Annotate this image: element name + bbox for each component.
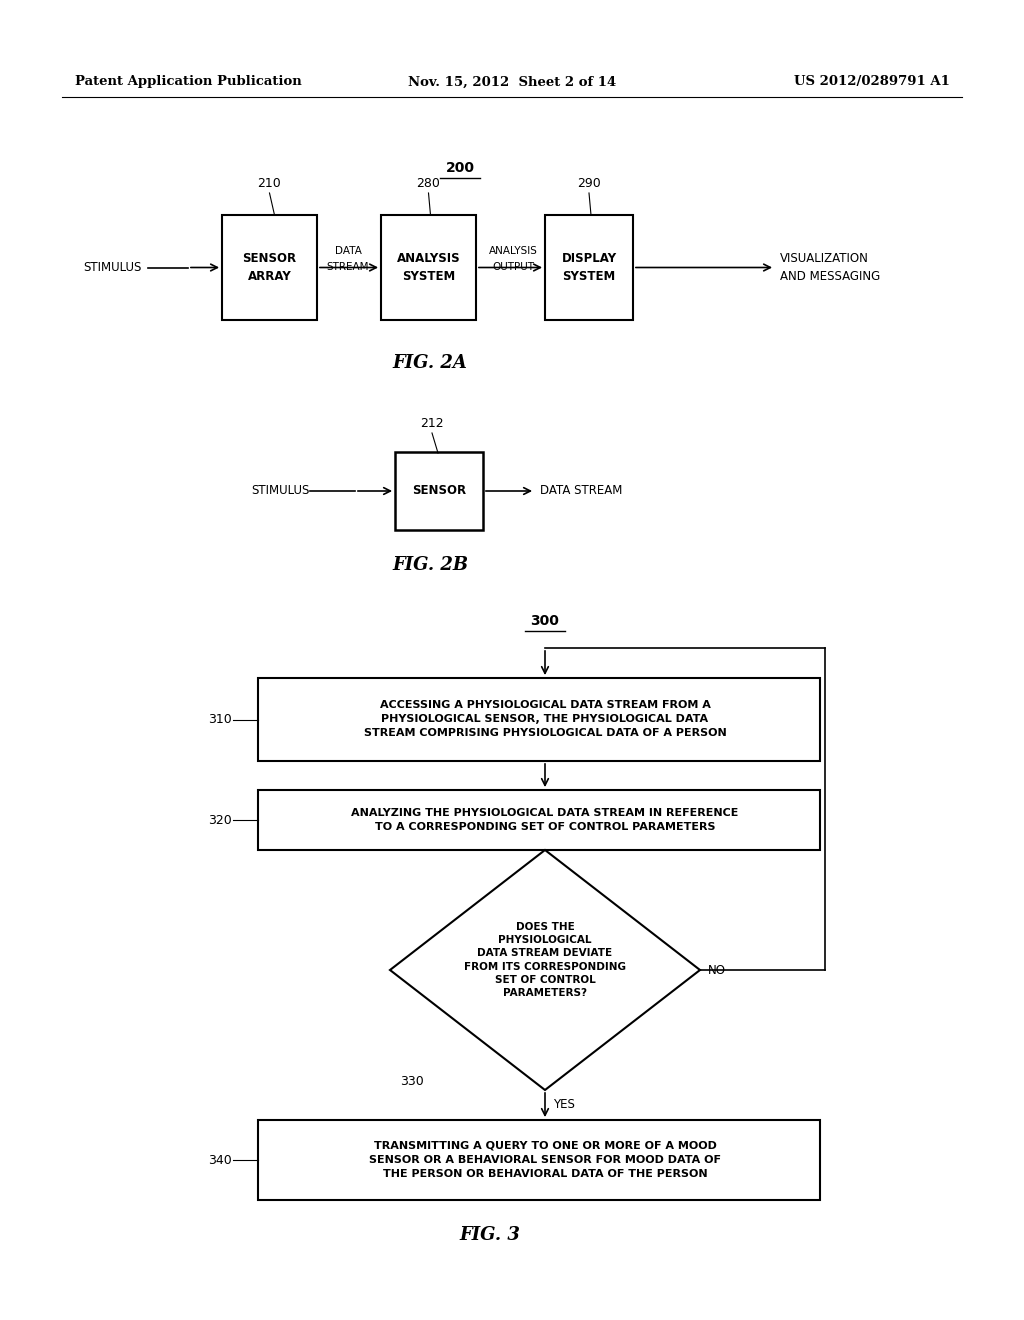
Text: YES: YES: [553, 1098, 574, 1111]
Text: ANALYZING THE PHYSIOLOGICAL DATA STREAM IN REFERENCE
TO A CORRESPONDING SET OF C: ANALYZING THE PHYSIOLOGICAL DATA STREAM …: [351, 808, 738, 832]
FancyBboxPatch shape: [258, 678, 820, 762]
FancyBboxPatch shape: [381, 215, 476, 319]
Text: DATA STREAM: DATA STREAM: [540, 484, 623, 498]
Text: STIMULUS: STIMULUS: [252, 484, 310, 498]
FancyBboxPatch shape: [395, 451, 483, 531]
Text: ANALYSIS
SYSTEM: ANALYSIS SYSTEM: [396, 252, 461, 282]
FancyBboxPatch shape: [545, 215, 633, 319]
FancyBboxPatch shape: [258, 1119, 820, 1200]
Text: SENSOR: SENSOR: [412, 484, 466, 498]
Text: US 2012/0289791 A1: US 2012/0289791 A1: [795, 75, 950, 88]
Text: TRANSMITTING A QUERY TO ONE OR MORE OF A MOOD
SENSOR OR A BEHAVIORAL SENSOR FOR : TRANSMITTING A QUERY TO ONE OR MORE OF A…: [369, 1140, 721, 1179]
Text: ACCESSING A PHYSIOLOGICAL DATA STREAM FROM A
PHYSIOLOGICAL SENSOR, THE PHYSIOLOG: ACCESSING A PHYSIOLOGICAL DATA STREAM FR…: [364, 701, 726, 738]
Text: 212: 212: [420, 417, 443, 430]
Text: DISPLAY
SYSTEM: DISPLAY SYSTEM: [561, 252, 616, 282]
Text: 280: 280: [417, 177, 440, 190]
Text: 320: 320: [208, 813, 232, 826]
FancyBboxPatch shape: [222, 215, 317, 319]
Text: VISUALIZATION
AND MESSAGING: VISUALIZATION AND MESSAGING: [780, 252, 881, 282]
Text: FIG. 2A: FIG. 2A: [392, 354, 467, 372]
Text: ANALYSIS: ANALYSIS: [488, 246, 538, 256]
Text: DATA: DATA: [335, 246, 361, 256]
Text: DOES THE
PHYSIOLOGICAL
DATA STREAM DEVIATE
FROM ITS CORRESPONDING
SET OF CONTROL: DOES THE PHYSIOLOGICAL DATA STREAM DEVIA…: [464, 921, 626, 998]
Text: Patent Application Publication: Patent Application Publication: [75, 75, 302, 88]
Text: 330: 330: [400, 1074, 424, 1088]
Text: STREAM: STREAM: [327, 263, 370, 272]
Text: 210: 210: [258, 177, 282, 190]
Text: FIG. 2B: FIG. 2B: [392, 556, 468, 574]
Text: 300: 300: [530, 614, 559, 628]
Text: Nov. 15, 2012  Sheet 2 of 14: Nov. 15, 2012 Sheet 2 of 14: [408, 75, 616, 88]
Text: 200: 200: [445, 161, 474, 176]
Text: SENSOR
ARRAY: SENSOR ARRAY: [243, 252, 297, 282]
Text: 340: 340: [208, 1154, 232, 1167]
Text: 290: 290: [578, 177, 601, 190]
FancyBboxPatch shape: [258, 789, 820, 850]
Polygon shape: [390, 850, 700, 1090]
Text: 310: 310: [208, 713, 232, 726]
Text: OUTPUT: OUTPUT: [492, 263, 534, 272]
Text: STIMULUS: STIMULUS: [83, 261, 141, 275]
Text: NO: NO: [708, 964, 726, 977]
Text: FIG. 3: FIG. 3: [460, 1226, 520, 1243]
